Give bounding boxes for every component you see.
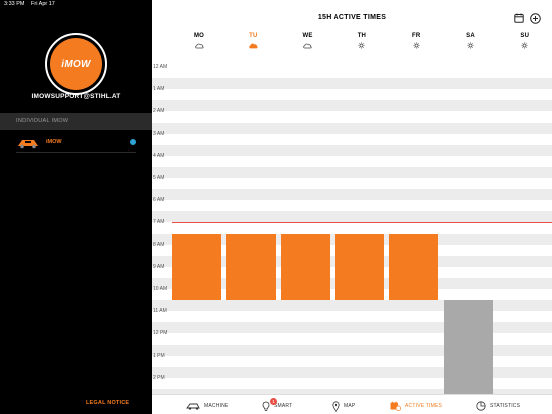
active-time-block[interactable] xyxy=(226,233,276,301)
day-column-header[interactable]: TU xyxy=(226,33,280,49)
hour-band xyxy=(152,211,552,223)
nav-label: ACTIVE TIMES xyxy=(405,403,443,409)
hour-label: 4 AM xyxy=(153,152,165,159)
hour-label: 5 AM xyxy=(153,175,165,181)
hour-band xyxy=(152,300,552,312)
device-item[interactable]: iMOW xyxy=(16,133,136,153)
day-column-header[interactable]: SA xyxy=(444,33,498,49)
active-time-block[interactable] xyxy=(389,233,439,301)
device-status-dot xyxy=(130,139,136,145)
hour-label: 7 AM xyxy=(153,219,165,226)
day-column-header[interactable]: FR xyxy=(389,33,443,49)
hour-label: 2 PM xyxy=(153,374,165,381)
section-header: INDIVIDUAL IMOW xyxy=(0,113,152,130)
nav-item-statistics[interactable]: STATISTICS xyxy=(476,399,520,413)
page-title: 15H ACTIVE TIMES xyxy=(317,14,387,21)
sun-icon xyxy=(413,42,420,49)
status-time: 3:33 PM xyxy=(4,1,25,7)
nav-label: MAP xyxy=(344,403,356,409)
hour-band xyxy=(152,100,552,112)
sun-icon xyxy=(467,42,474,49)
sidebar: 3:33 PM Fri Apr 17 iMOW IMOWSUPPORT@STIH… xyxy=(0,0,152,414)
bottom-nav: MACHINE 1 SMART MAP ACTIVE TIMES STATISTICS xyxy=(152,394,552,414)
imow-logo: iMOW xyxy=(45,33,107,95)
active-time-block[interactable] xyxy=(443,300,493,396)
hour-label: 8 AM xyxy=(153,241,165,248)
nav-label: MACHINE xyxy=(204,403,229,409)
hour-band xyxy=(152,366,552,378)
hour-label: 10 AM xyxy=(153,286,168,292)
day-label: SU xyxy=(520,33,530,39)
section-header-label: INDIVIDUAL IMOW xyxy=(16,118,69,124)
day-column-header[interactable]: SU xyxy=(498,33,552,49)
hour-band xyxy=(152,166,552,178)
cloud-icon xyxy=(303,43,312,49)
nav-item-machine[interactable]: MACHINE xyxy=(186,399,228,413)
cloud-icon xyxy=(249,43,258,49)
map-pin-icon xyxy=(332,400,340,412)
day-label: TH xyxy=(357,33,367,39)
sun-icon xyxy=(358,42,365,49)
notification-badge: 1 xyxy=(270,397,277,405)
hour-label: 12 AM xyxy=(153,64,168,70)
day-label: SA xyxy=(466,33,475,39)
hour-band xyxy=(152,189,552,201)
hour-label: 12 PM xyxy=(153,330,168,337)
hour-label: 3 AM xyxy=(153,130,165,137)
main-panel: 15H ACTIVE TIMES MO TU WE TH FR SA SU 12 AM 1 A… xyxy=(152,0,552,414)
cloud-icon xyxy=(194,43,204,49)
plus-circle-icon[interactable] xyxy=(530,13,541,24)
nav-item-active-times[interactable]: ACTIVE TIMES xyxy=(390,399,442,413)
hour-label: 1 AM xyxy=(153,86,165,93)
active-time-block[interactable] xyxy=(334,233,385,301)
sun-icon xyxy=(521,42,528,49)
pie-chart-icon xyxy=(476,401,486,411)
status-date: Fri Apr 17 xyxy=(31,1,55,7)
account-email: IMOWSUPPORT@STIHL.AT xyxy=(31,93,121,100)
mower-icon xyxy=(18,140,38,149)
nav-label: STATISTICS xyxy=(490,403,521,409)
mower-icon xyxy=(186,402,200,410)
day-label: FR xyxy=(411,33,421,39)
status-bar: 3:33 PM Fri Apr 17 xyxy=(4,1,60,7)
hour-label: 1 PM xyxy=(153,352,165,359)
nav-item-smart[interactable]: 1 SMART xyxy=(262,397,293,413)
hour-label: 9 AM xyxy=(153,263,165,270)
hour-label: 2 AM xyxy=(153,108,165,115)
active-time-block[interactable] xyxy=(172,233,222,301)
nav-item-map[interactable]: MAP xyxy=(332,399,355,413)
legal-notice-link[interactable]: LEGAL NOTICE xyxy=(86,400,130,406)
active-time-block[interactable] xyxy=(280,233,330,301)
logo-text: iMOW xyxy=(61,58,91,70)
device-name: iMOW xyxy=(46,139,62,145)
day-column-header[interactable]: MO xyxy=(172,33,226,49)
hour-band xyxy=(152,388,552,396)
day-column-header[interactable]: WE xyxy=(281,33,335,49)
schedule-grid[interactable]: 12 AM 1 AM 2 AM 3 AM 4 AM 5 AM 6 AM 7 AM 8 AM 9 A… xyxy=(152,62,552,396)
hour-label: 11 AM xyxy=(153,308,167,315)
hour-band xyxy=(152,344,552,356)
day-label: MO xyxy=(193,33,205,39)
hour-band xyxy=(152,122,552,134)
day-label: WE xyxy=(302,33,313,39)
calendar-clock-icon xyxy=(390,401,401,411)
hour-band xyxy=(152,78,552,90)
nav-label: SMART xyxy=(274,403,293,409)
hour-band xyxy=(152,322,552,334)
hour-label: 6 AM xyxy=(153,197,165,204)
lightbulb-icon: 1 xyxy=(262,397,277,412)
current-time-line xyxy=(172,222,552,224)
calendar-icon[interactable] xyxy=(514,13,524,23)
day-label: TU xyxy=(249,33,258,39)
hour-band xyxy=(152,144,552,156)
day-column-header[interactable]: TH xyxy=(335,33,389,49)
day-header: MO TU WE TH FR SA SU xyxy=(172,33,552,59)
